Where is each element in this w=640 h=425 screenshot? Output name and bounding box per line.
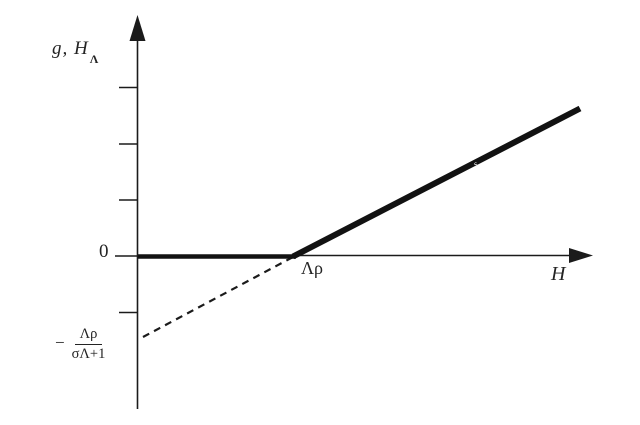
x-axis-label: H [551,263,565,286]
fraction-denominator: σΛ+1 [72,345,106,363]
kink-x-label: Λρ [301,258,323,279]
minus-sign: − [55,333,65,353]
y-intercept-label: − Λρ σΛ+1 [55,326,105,362]
rising-branch-line [293,109,580,257]
fraction-numerator: Λρ [75,326,103,345]
y-axis-label: g, HΛ [52,38,98,63]
figure-canvas: s g, HΛ 0 Λρ H − Λρ σΛ+1 [0,0,640,425]
dashed-extension-line [143,257,294,338]
x-axis-arrow-icon [569,248,593,263]
y-axis-label-main: g, H [52,38,89,59]
y-axis-label-subscript: Λ [90,52,100,66]
zero-tick-label: 0 [99,241,109,263]
intercept-fraction: Λρ σΛ+1 [72,326,106,362]
y-axis-arrow-icon [130,15,146,41]
